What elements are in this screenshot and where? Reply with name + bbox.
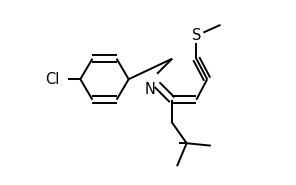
Text: Cl: Cl (46, 72, 60, 87)
Text: S: S (192, 28, 201, 43)
Text: N: N (144, 82, 155, 97)
